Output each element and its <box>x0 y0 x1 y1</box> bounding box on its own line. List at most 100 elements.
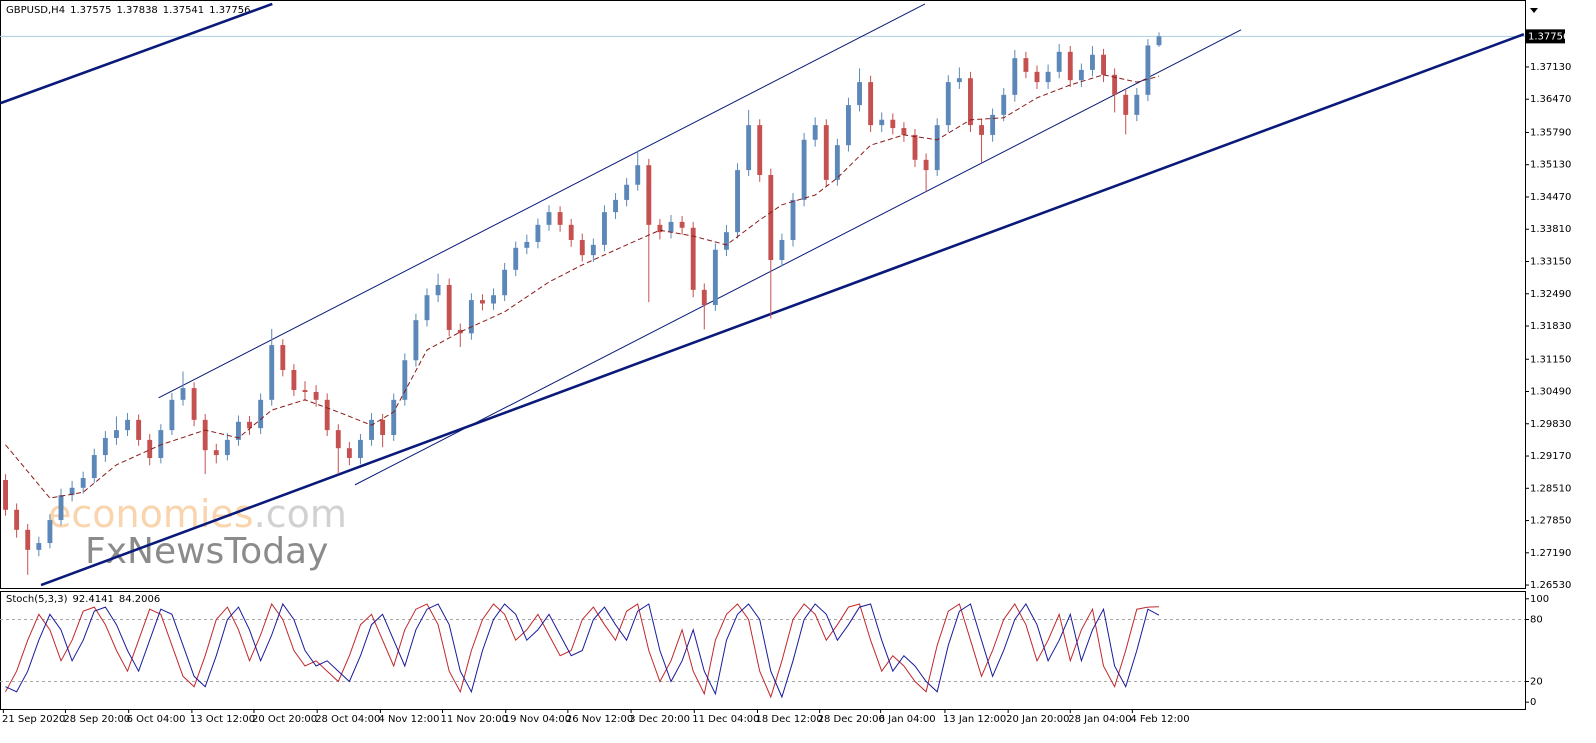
candle-body <box>546 212 552 225</box>
candle-body <box>413 320 419 361</box>
candle-body <box>102 437 108 456</box>
y-tick-label: 1.35790 <box>1530 127 1571 138</box>
candle-body <box>435 284 441 296</box>
candle-body <box>1023 58 1029 72</box>
x-tick-label: 28 Sep 20:00 <box>63 714 130 725</box>
x-tick-label: 6 Jan 04:00 <box>879 714 936 725</box>
candle-body <box>14 509 20 530</box>
moving-average <box>5 74 1160 499</box>
candle-body <box>202 419 208 451</box>
candle-body <box>147 439 153 458</box>
x-tick-label: 28 Dec 20:00 <box>818 714 885 725</box>
candle-body <box>302 390 308 392</box>
candle-body <box>69 487 75 496</box>
candle-body <box>1134 94 1140 115</box>
candle-body <box>91 455 97 479</box>
candle-body <box>136 419 142 440</box>
candle-body <box>790 199 796 240</box>
watermark-domain: .com <box>254 492 347 536</box>
stoch-line <box>5 602 1160 699</box>
candle-body <box>346 448 352 458</box>
panel-menu-icon <box>1530 8 1538 13</box>
candle-body <box>757 125 763 175</box>
candle-body <box>535 224 541 242</box>
candle-body <box>912 134 918 160</box>
y-tick-label: 1.27190 <box>1530 548 1571 559</box>
y-tick-label: 1.33810 <box>1530 224 1571 235</box>
candle-body <box>247 421 252 429</box>
candle-body <box>1101 54 1106 75</box>
x-tick-label: 6 Oct 04:00 <box>127 714 186 725</box>
candle-body <box>446 284 452 330</box>
candle-body <box>746 125 752 171</box>
candle-body <box>990 114 996 135</box>
candle-body <box>1145 45 1151 95</box>
candle-body <box>879 119 885 126</box>
candle-body <box>923 159 929 171</box>
candle-body <box>668 221 674 233</box>
candle-body <box>557 212 563 225</box>
stoch-header: Stoch(5,3,3) 92.4141 84.2006 <box>6 594 160 605</box>
x-tick-label: 13 Jan 12:00 <box>943 714 1006 725</box>
watermark: economies.com FxNewsToday <box>48 492 347 573</box>
y-tick-label: 1.34470 <box>1530 192 1571 203</box>
y-tick-label: 1.27850 <box>1530 516 1571 527</box>
stoch-panel-frame <box>0 591 1526 710</box>
trendline <box>158 3 926 399</box>
candle-body <box>224 439 230 456</box>
x-tick-label: 20 Jan 20:00 <box>1006 714 1069 725</box>
stoch-signal-value: 84.2006 <box>119 594 160 605</box>
candle-body <box>369 419 374 440</box>
watermark-sub: FxNewsToday <box>85 531 328 572</box>
candle-body <box>857 82 862 106</box>
candle-body <box>114 430 119 438</box>
y-tick-label: 1.30490 <box>1530 387 1571 398</box>
x-tick-label: 18 Dec 12:00 <box>756 714 823 725</box>
trendline <box>354 29 1242 486</box>
candle-body <box>1156 36 1162 46</box>
candle-body <box>313 392 319 400</box>
y-tick-label: 1.28510 <box>1530 483 1571 494</box>
y-tick-label: 1.31150 <box>1530 354 1571 365</box>
candle-body <box>335 430 341 449</box>
candle-body <box>80 478 86 488</box>
candle-body <box>3 479 8 510</box>
candle-body <box>834 145 840 180</box>
candle-body <box>646 165 652 225</box>
y-tick-label: 1.32490 <box>1530 289 1571 300</box>
x-tick-label: 4 Feb 12:00 <box>1130 714 1189 725</box>
candle-body <box>602 212 607 245</box>
x-tick-label: 21 Sep 2020 <box>2 714 65 725</box>
header-open: 1.37575 <box>70 5 111 16</box>
candle-body <box>657 224 663 233</box>
y-tick-label: 1.26530 <box>1530 580 1571 591</box>
candle-body <box>480 300 485 304</box>
candle-body <box>58 495 64 521</box>
candle-body <box>724 232 729 250</box>
candle-body <box>457 329 463 334</box>
candle-body <box>513 247 519 270</box>
candle-body <box>36 543 42 550</box>
candle-body <box>823 125 829 180</box>
x-tick-label: 28 Oct 04:00 <box>315 714 380 725</box>
candle-body <box>1067 51 1073 81</box>
x-tick-label: 19 Nov 04:00 <box>504 714 571 725</box>
candle-body <box>568 224 574 240</box>
candle-body <box>358 439 363 458</box>
candle-body <box>158 430 164 458</box>
candle-body <box>269 345 275 400</box>
candle-body <box>280 345 286 371</box>
x-tick-label: 26 Nov 12:00 <box>566 714 633 725</box>
header-close: 1.37756 <box>209 5 250 16</box>
candle-body <box>25 529 31 550</box>
stoch-main-value: 92.4141 <box>72 594 113 605</box>
candle-body <box>613 199 618 213</box>
y-tick-label: 0 <box>1530 697 1536 708</box>
candle-body <box>890 119 896 129</box>
x-tick-label: 3 Dec 20:00 <box>629 714 690 725</box>
candle-body <box>579 239 585 256</box>
candle-body <box>324 399 330 431</box>
candle-body <box>180 388 186 400</box>
candle-body <box>635 165 641 185</box>
